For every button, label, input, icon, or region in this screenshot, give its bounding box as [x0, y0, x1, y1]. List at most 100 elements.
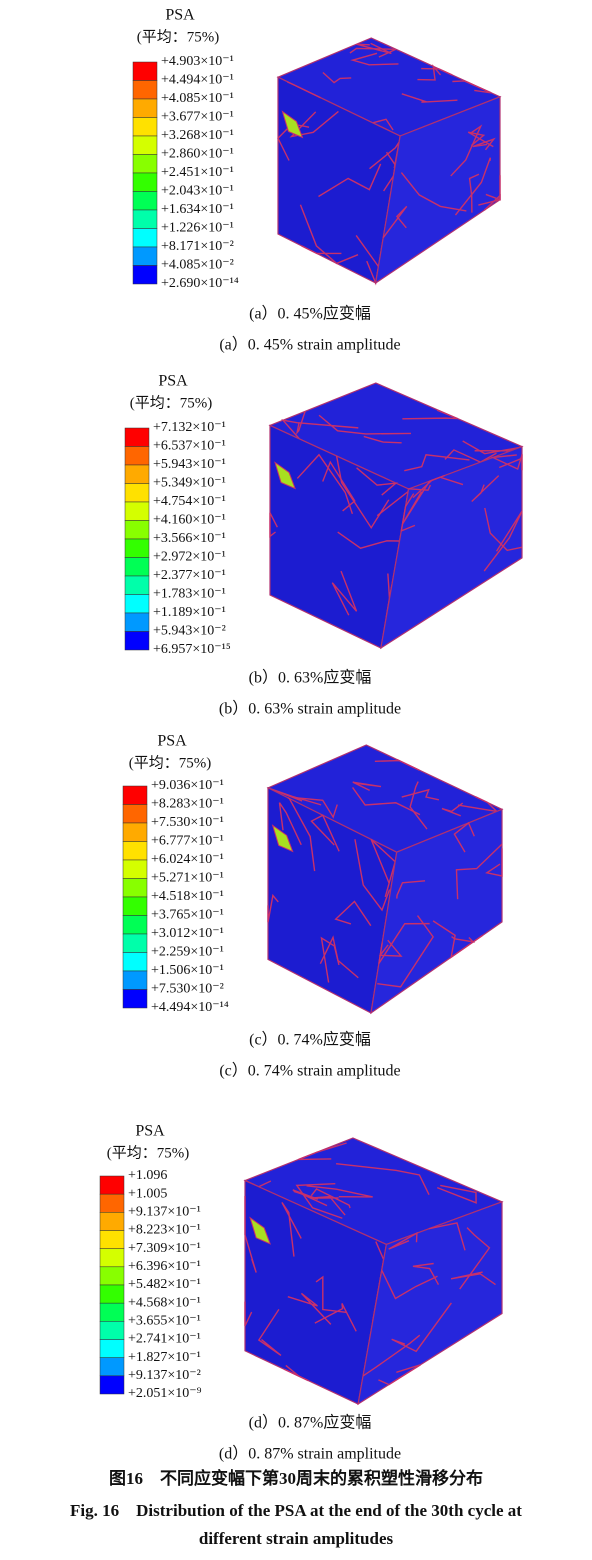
colorbar-swatch	[132, 209, 158, 229]
colorbar-label: +2.690×10⁻¹⁴	[161, 276, 239, 291]
colorbar-label: +3.566×10⁻¹	[153, 531, 226, 546]
grain-boundary	[453, 821, 475, 853]
grain-boundary	[295, 1182, 343, 1219]
colorbar-swatch	[124, 483, 150, 503]
colorbar-label: +8.171×10⁻²	[161, 239, 234, 254]
colorbar-swatch	[99, 1302, 125, 1322]
grain-boundary	[432, 920, 484, 959]
colorbar-label: +6.024×10⁻¹	[151, 852, 224, 867]
grain-boundary	[378, 922, 430, 964]
colorbar-label: +1.005	[128, 1186, 167, 1201]
grain-boundary	[320, 936, 340, 983]
grain-boundary	[483, 510, 523, 572]
grain-boundary	[402, 409, 458, 420]
colorbar-label: +3.765×10⁻¹	[151, 908, 224, 923]
colorbar-label: +3.012×10⁻¹	[151, 926, 224, 941]
grain-boundary	[293, 796, 338, 819]
colorbar-swatch	[99, 1375, 125, 1395]
colorbar-label: +4.160×10⁻¹	[153, 513, 226, 528]
grain-boundary	[400, 493, 416, 532]
colorbar-swatch	[99, 1193, 125, 1213]
grain-boundary	[417, 64, 442, 81]
colorbar-label: +9.137×10⁻¹	[128, 1205, 201, 1220]
colorbar-label: +6.537×10⁻¹	[153, 439, 226, 454]
hot-spot	[271, 824, 294, 853]
grain-boundary	[356, 42, 392, 55]
panel-caption-en: (b）0. 63% strain amplitude	[219, 700, 401, 718]
grain-boundary	[484, 507, 522, 552]
grain-boundary	[444, 449, 497, 463]
colorbar-label: +2.377×10⁻¹	[153, 568, 226, 583]
colorbar-label: +6.396×10⁻¹	[128, 1259, 201, 1274]
grain-boundary	[350, 52, 399, 66]
grain-boundary	[363, 435, 402, 444]
grain-boundary	[378, 939, 403, 957]
cube	[268, 382, 524, 650]
cube	[276, 37, 502, 286]
legend-subtitle: (平均：75%)	[107, 1144, 190, 1161]
grain-boundary	[356, 467, 399, 496]
grain-boundary	[351, 787, 421, 816]
grain-boundary	[412, 1262, 440, 1285]
grain-boundary	[455, 843, 503, 900]
colorbar-swatch	[132, 135, 158, 155]
colorbar-swatch	[124, 612, 150, 632]
grain-boundary	[311, 1195, 346, 1216]
colorbar-swatch	[132, 191, 158, 211]
colorbar-swatch	[122, 915, 148, 935]
colorbar-swatch	[124, 594, 150, 614]
cube-face	[357, 1200, 503, 1406]
grain-boundary	[401, 788, 440, 801]
grain-boundary	[296, 453, 354, 515]
colorbar-swatch	[132, 98, 158, 118]
colorbar-label: +2.051×10⁻⁹	[128, 1386, 202, 1401]
colorbar-label: +2.259×10⁻¹	[151, 945, 224, 960]
figure-caption-en: Fig. 16 Distribution of the PSA at the e…	[70, 1501, 522, 1548]
colorbar-swatch	[124, 427, 150, 447]
grain-boundary	[377, 915, 434, 988]
grain-boundary	[310, 814, 340, 852]
colorbar-label: +7.530×10⁻²	[151, 982, 224, 997]
colorbar-swatch	[99, 1230, 125, 1249]
colorbar-swatch	[124, 575, 150, 595]
grain-boundary	[281, 419, 359, 440]
colorbar-swatch	[122, 878, 148, 898]
colorbar-swatch	[124, 520, 150, 540]
grain-boundary	[378, 1364, 421, 1386]
grain-boundary	[295, 411, 306, 435]
grain-boundary	[286, 81, 321, 99]
grain-boundary	[299, 204, 359, 265]
colorbar-label: +5.943×10⁻¹	[153, 457, 226, 472]
grain-boundary	[436, 1184, 477, 1204]
colorbar-label: +4.903×10⁻¹	[161, 54, 234, 69]
grain-boundary	[336, 1163, 430, 1195]
colorbar-label: +2.451×10⁻¹	[161, 165, 234, 180]
colorbar-swatch	[124, 464, 150, 484]
grain-boundary	[337, 531, 400, 549]
colorbar-swatch	[122, 989, 148, 1009]
panel-caption-cn: (b）0. 63%应变幅	[249, 668, 372, 687]
colorbar-label: +1.827×10⁻¹	[128, 1350, 201, 1365]
colorbar-label: +6.777×10⁻¹	[151, 834, 224, 849]
panel-caption-en: (d）0. 87% strain amplitude	[219, 1445, 401, 1463]
grain-boundary	[322, 72, 352, 84]
grain-boundary	[362, 1334, 421, 1377]
colorbar-swatch	[124, 557, 150, 577]
colorbar-swatch	[132, 228, 158, 248]
grain-boundary	[289, 110, 339, 138]
grain-boundary	[334, 900, 372, 927]
colorbar-label: +2.741×10⁻¹	[128, 1332, 201, 1347]
colorbar-swatch	[132, 154, 158, 174]
colorbar-swatch	[99, 1321, 125, 1340]
grain-boundary	[287, 797, 316, 872]
legend-subtitle: (平均：75%)	[129, 754, 212, 771]
grain-boundary	[421, 67, 453, 76]
grain-boundary	[301, 245, 342, 255]
grain-boundary	[257, 1308, 282, 1357]
panel-caption-en: (a）0. 45% strain amplitude	[219, 336, 400, 354]
colorbar-swatch	[132, 117, 158, 137]
colorbar-label: +1.634×10⁻¹	[161, 202, 234, 217]
cube-face	[380, 445, 523, 650]
colorbar-swatch	[124, 538, 150, 558]
